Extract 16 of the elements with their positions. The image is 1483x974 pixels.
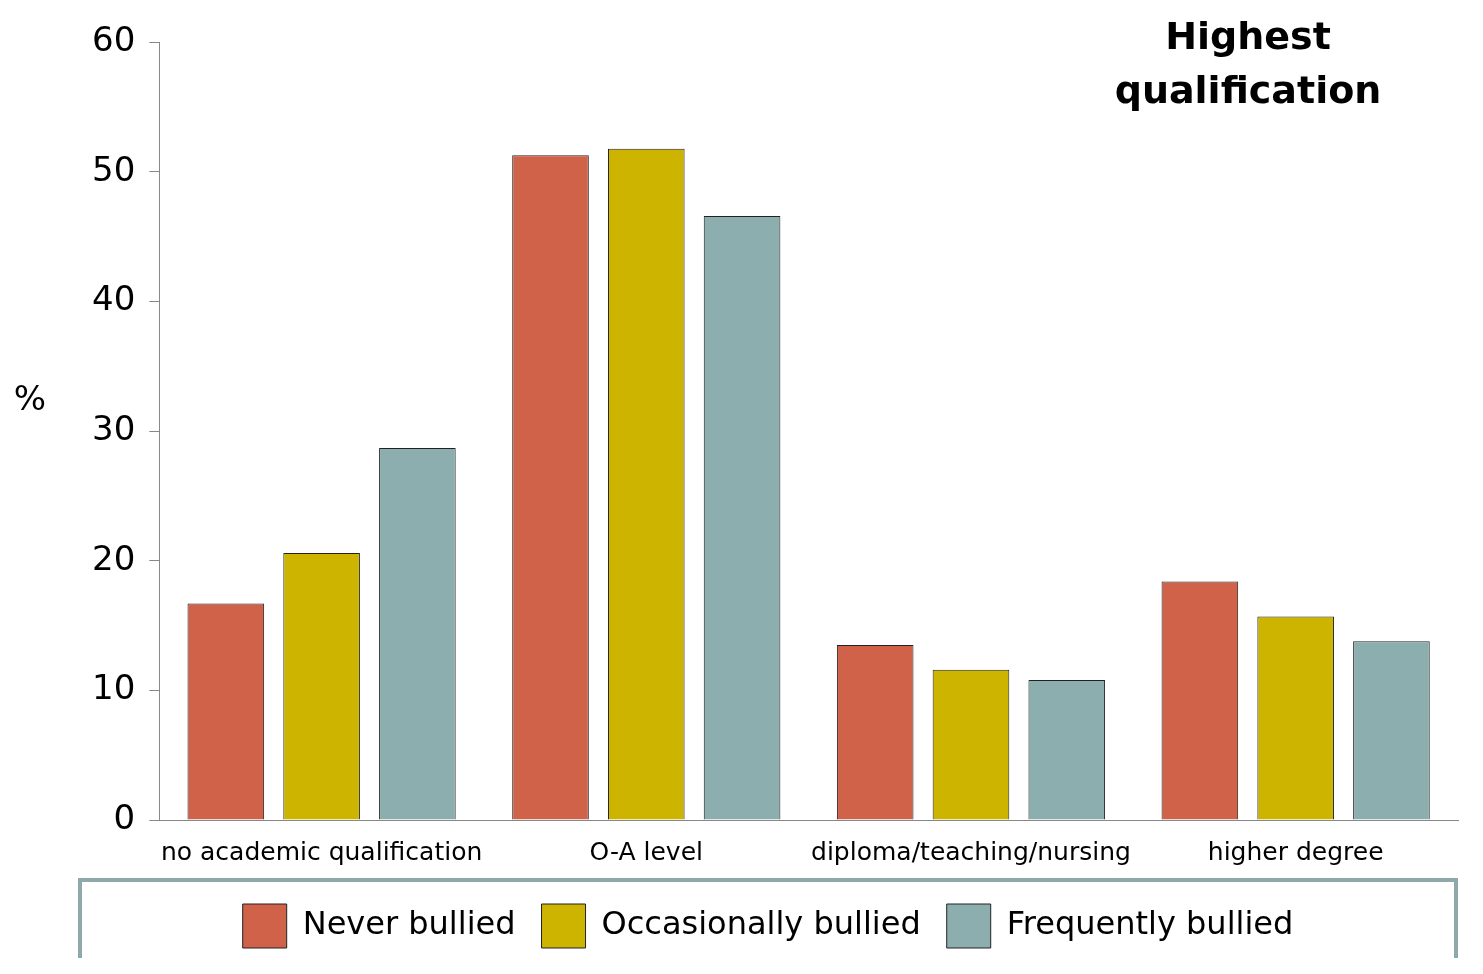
legend-label: Occasionally bullied [601,904,921,943]
y-axis-title: % [13,378,47,419]
legend-label: Frequently bullied [1006,904,1294,943]
y-tick-label: 30 [92,408,136,449]
y-tick-label: 0 [113,796,136,837]
x-tick-label: diploma/teaching/nursing [811,836,1131,866]
y-tick-label: 10 [92,667,136,708]
y-tick-label: 20 [92,537,136,578]
x-tick-label: O-A level [589,836,703,866]
legend-label: Never bullied [302,904,516,943]
y-tick-label: 50 [92,148,136,189]
y-tick-label: 40 [92,278,136,319]
x-tick-label: higher degree [1207,836,1384,866]
y-tick-label: 60 [92,19,136,60]
x-tick-label: no academic qualification [160,836,483,866]
chart-title: Highest qualification [1114,14,1382,113]
